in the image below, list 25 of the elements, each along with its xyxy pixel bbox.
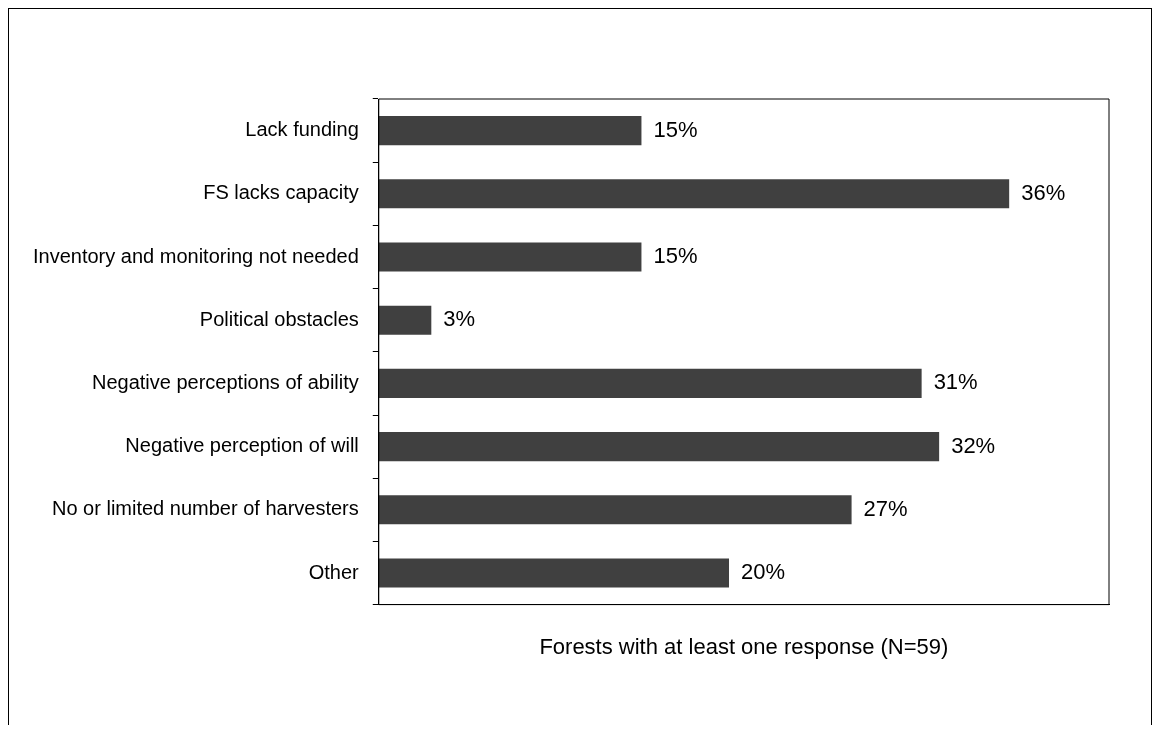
bar — [378, 179, 1010, 209]
y-tick-label: Other — [308, 560, 360, 583]
data-label: 20% — [741, 559, 786, 585]
data-label: 32% — [951, 432, 996, 458]
bar — [378, 242, 642, 272]
data-label: 3% — [443, 306, 476, 332]
data-label: 27% — [863, 495, 908, 521]
bar — [378, 432, 940, 462]
data-label: 15% — [653, 116, 698, 142]
x-axis-title: Forests with at least one response (N=59) — [539, 633, 949, 659]
y-tick-label: Negative perception of will — [125, 434, 359, 457]
y-tick-label: Inventory and monitoring not needed — [33, 244, 359, 267]
bar — [378, 368, 922, 398]
data-label: 31% — [933, 369, 978, 395]
y-tick-label: FS lacks capacity — [203, 181, 359, 204]
data-label: 15% — [653, 243, 698, 269]
bar — [378, 116, 642, 146]
y-tick-label: Lack funding — [245, 118, 359, 141]
y-tick-label: Negative perceptions of ability — [91, 370, 359, 393]
bar — [378, 305, 432, 335]
y-tick-label: No or limited number of harvesters — [51, 497, 359, 520]
bar — [378, 558, 730, 588]
data-label: 36% — [1021, 179, 1066, 205]
bar — [378, 495, 852, 525]
y-tick-label: Political obstacles — [199, 307, 359, 330]
